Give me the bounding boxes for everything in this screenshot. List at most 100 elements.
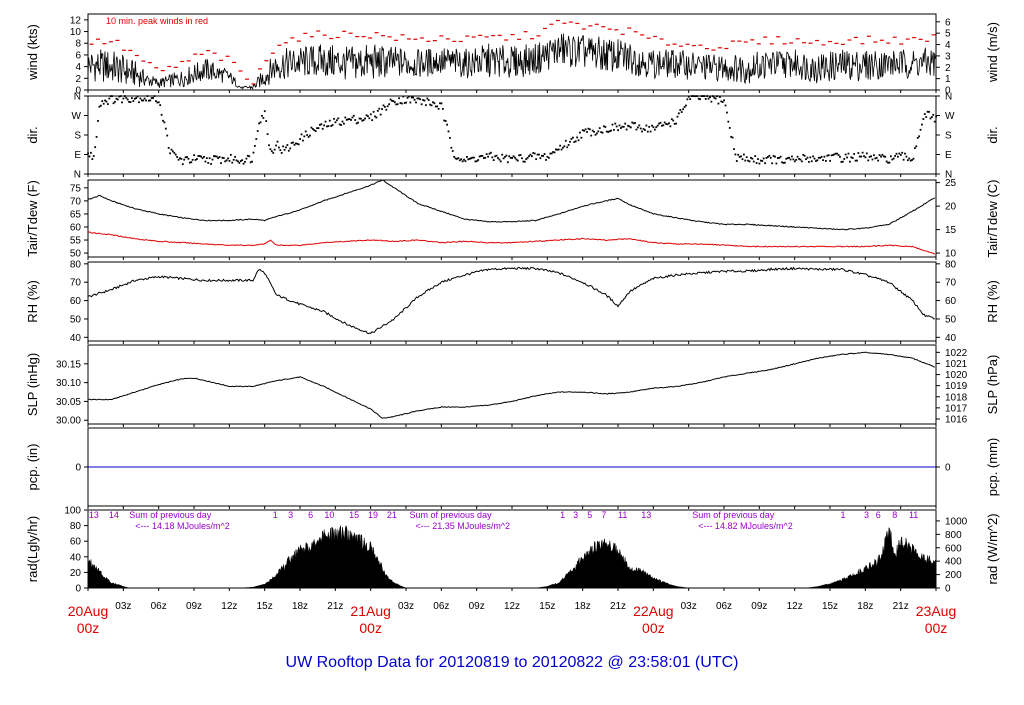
direction-point (480, 154, 482, 157)
direction-point (573, 141, 576, 143)
direction-point (320, 123, 323, 126)
direction-point (922, 118, 925, 120)
direction-point (292, 141, 294, 144)
direction-point (184, 156, 187, 159)
direction-point (783, 161, 786, 164)
direction-point (933, 120, 936, 123)
direction-point (97, 119, 99, 122)
direction-point (316, 127, 318, 130)
direction-point (563, 145, 566, 148)
direction-point (444, 120, 447, 122)
hour-tick-label: 06z (433, 601, 449, 612)
direction-point (327, 125, 330, 128)
panel-frame (87, 344, 937, 425)
direction-point (129, 101, 132, 104)
direction-point (706, 95, 709, 97)
direction-point (334, 121, 337, 124)
direction-point (222, 157, 225, 159)
direction-point (871, 158, 874, 161)
right-tick-label: 1017 (945, 403, 968, 414)
direction-point (723, 99, 725, 102)
direction-point (456, 157, 458, 160)
direction-point (238, 161, 241, 164)
direction-point (888, 161, 891, 164)
direction-point (207, 162, 210, 164)
direction-point (340, 124, 342, 126)
direction-point (371, 119, 374, 122)
direction-point (844, 153, 847, 156)
direction-point (341, 120, 344, 123)
direction-point (779, 155, 782, 158)
direction-point (348, 118, 351, 120)
right-tick-label: 60 (945, 296, 957, 307)
direction-point (928, 110, 930, 113)
direction-point (646, 130, 649, 133)
right-tick-label: N (945, 170, 952, 181)
direction-point (410, 96, 413, 99)
right-tick-label: 25 (945, 178, 957, 189)
date-label: 22Aug (633, 603, 673, 619)
direction-point (443, 119, 446, 122)
direction-point (88, 155, 91, 158)
left-tick-label: W (72, 111, 82, 122)
direction-point (505, 154, 508, 157)
direction-point (761, 160, 764, 162)
hour-tick-label: 09z (186, 601, 202, 612)
direction-point (775, 162, 778, 165)
direction-point (211, 158, 214, 161)
direction-point (649, 130, 652, 133)
left-tick-label: 60 (70, 222, 82, 233)
direction-point (813, 157, 816, 160)
direction-point (600, 131, 603, 134)
left-tick-label: 70 (70, 278, 82, 289)
direction-point (330, 125, 333, 127)
left-tick-label: 30.00 (56, 416, 81, 427)
direction-point (716, 95, 718, 98)
right-tick-label: 40 (945, 333, 957, 344)
direction-point (121, 101, 123, 104)
direction-point (306, 134, 309, 136)
direction-point (603, 125, 605, 128)
direction-point (601, 131, 604, 134)
left-tick-label: 8 (75, 39, 81, 50)
right-tick-label: 1016 (945, 414, 968, 425)
direction-point (344, 116, 347, 119)
direction-point (839, 155, 841, 158)
direction-point (491, 156, 494, 159)
direction-point (858, 155, 861, 158)
direction-point (326, 125, 328, 128)
direction-point (300, 133, 303, 136)
direction-point (755, 162, 758, 164)
panel-temp: 50 55 60 65 70 75 10 15 20 25 Tair/Tdew (F) Tair/Td… (25, 178, 1000, 259)
direction-point (514, 156, 516, 159)
direction-point (882, 155, 885, 158)
direction-point (817, 156, 820, 159)
direction-point (557, 148, 560, 151)
direction-point (826, 154, 829, 157)
direction-point (652, 126, 655, 129)
direction-point (768, 154, 771, 157)
direction-point (772, 155, 775, 157)
direction-point (270, 150, 273, 153)
direction-point (478, 155, 481, 158)
direction-point (244, 160, 246, 163)
direction-point (355, 122, 358, 125)
slp-line (88, 351, 935, 419)
direction-point (198, 155, 201, 157)
direction-point (234, 155, 236, 158)
direction-point (720, 100, 723, 103)
date-label: 23Aug (916, 603, 956, 619)
right-tick-label: N (945, 92, 952, 103)
direction-point (912, 157, 915, 160)
right-tick-label: 1022 (945, 348, 968, 359)
direction-point (594, 133, 597, 136)
direction-point (268, 144, 270, 147)
direction-point (311, 128, 314, 130)
direction-point (347, 118, 350, 121)
direction-point (581, 129, 584, 132)
direction-point (737, 153, 740, 156)
direction-point (881, 153, 884, 156)
direction-point (395, 103, 398, 106)
